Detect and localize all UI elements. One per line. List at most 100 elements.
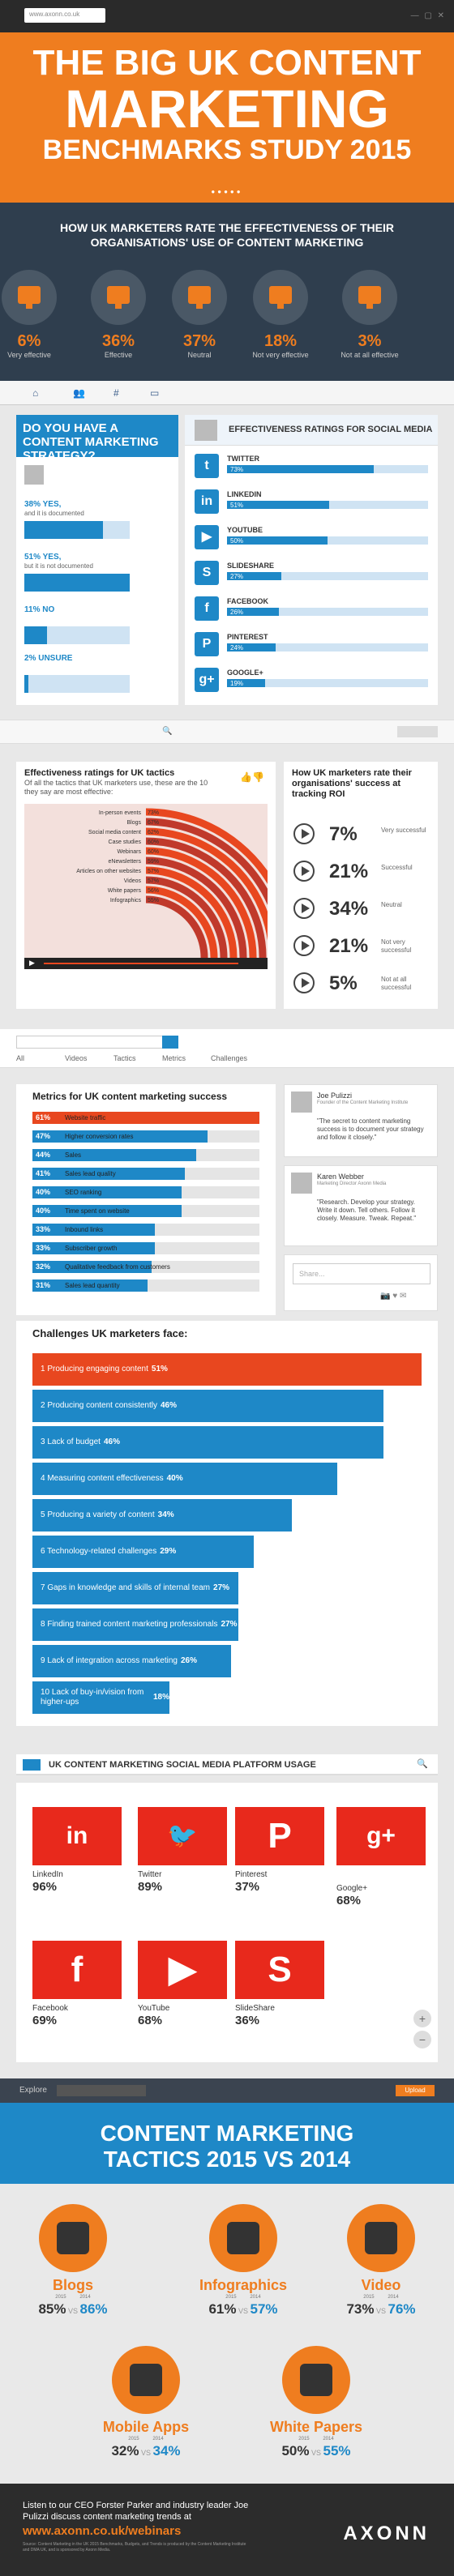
metric-bar xyxy=(32,1149,196,1161)
googleplus-icon: g+ xyxy=(195,668,219,692)
people-icon[interactable]: 👥 xyxy=(73,387,85,399)
strategy-heading: DO YOU HAVE A CONTENT MARKETING STRATEGY… xyxy=(16,415,178,463)
social-header: EFFECTIVENESS RATINGS FOR SOCIAL MEDIA xyxy=(185,415,438,446)
platforms-icon xyxy=(23,1759,41,1771)
effectiveness-label: Not at all effective xyxy=(340,351,399,359)
metric-row: 40% SEO ranking xyxy=(32,1186,259,1198)
roi-row[interactable]: 21% Not very successful xyxy=(290,930,431,961)
platform-pct: 36% xyxy=(235,2014,260,2027)
roi-row[interactable]: 5% Not at all successful xyxy=(290,968,431,998)
play-icon[interactable] xyxy=(293,935,315,956)
screen-shape xyxy=(358,286,381,309)
effectiveness-pct: 18% xyxy=(263,332,298,350)
url-bar[interactable]: www.axonn.co.uk xyxy=(24,8,105,23)
effectiveness-pct: 6% xyxy=(17,332,41,350)
search-icon[interactable]: 🔍 xyxy=(162,727,173,736)
nav-item[interactable]: All xyxy=(16,1054,25,1062)
googleplus-icon[interactable]: g+ xyxy=(336,1807,426,1865)
twitter-icon[interactable]: 🐦 xyxy=(138,1807,227,1865)
challenge-label: 8 Finding trained content marketing prof… xyxy=(41,1620,218,1629)
zoom-in-button[interactable]: + xyxy=(413,2010,431,2027)
social-pct: 50% xyxy=(230,537,244,545)
quote-role: Founder of the Content Marketing Institu… xyxy=(317,1100,409,1105)
screen-shape xyxy=(18,286,41,309)
challenge-pct: 51% xyxy=(151,1365,168,1373)
metric-row: 44% Sales xyxy=(32,1149,259,1161)
nav-item[interactable]: Tactics xyxy=(114,1054,136,1062)
upload-button[interactable]: Upload xyxy=(396,2085,435,2096)
social-pct: 27% xyxy=(230,573,244,580)
metric-label: Inbound links xyxy=(65,1226,104,1233)
roi-row[interactable]: 21% Successful xyxy=(290,856,431,886)
home-icon[interactable]: ⌂ xyxy=(32,387,39,399)
icon-shape xyxy=(57,2222,89,2254)
slideshare-icon[interactable]: S xyxy=(235,1941,324,1999)
metrics-title: Metrics for UK content marketing success xyxy=(32,1091,228,1102)
zoom-out-button[interactable]: − xyxy=(413,2031,431,2048)
value-2015: 50% xyxy=(281,2443,310,2459)
tab-bar: ⌂ 👥 # ▭ xyxy=(0,381,454,405)
share-input[interactable]: Share... xyxy=(293,1263,430,1284)
roi-label: Successful xyxy=(381,864,413,871)
linkedin-icon[interactable]: in xyxy=(32,1807,122,1865)
tactic-name: Blogs xyxy=(52,2277,93,2293)
monitor-icon xyxy=(2,270,57,325)
vs-label: VS xyxy=(309,2449,323,2457)
pinterest-icon[interactable]: P xyxy=(235,1807,324,1865)
play-icon[interactable] xyxy=(293,898,315,919)
screen-shape xyxy=(188,286,211,309)
nav-item[interactable]: Metrics xyxy=(162,1054,186,1062)
tactic-values: 61% VS 57% xyxy=(186,2301,300,2318)
message-icon[interactable]: ▭ xyxy=(150,387,160,399)
nav-item[interactable]: Videos xyxy=(65,1054,88,1062)
play-icon[interactable] xyxy=(293,823,315,844)
play-icon[interactable] xyxy=(293,972,315,993)
play-icon[interactable] xyxy=(293,861,315,882)
value-2015: 32% xyxy=(111,2443,139,2459)
window-controls[interactable]: — ▢ ✕ xyxy=(410,11,446,20)
search-input[interactable] xyxy=(16,1036,178,1049)
linkedin-icon: in xyxy=(195,489,219,514)
radial-label: Articles on other websites xyxy=(76,869,141,874)
social-pct: 24% xyxy=(230,644,244,651)
icon-shape xyxy=(300,2364,332,2396)
roi-row[interactable]: 7% Very successful xyxy=(290,818,431,849)
thumbs-icon[interactable]: 👍👎 xyxy=(240,771,264,783)
share-icons[interactable]: 📷 ♥ ✉ xyxy=(380,1292,407,1301)
icon-shape xyxy=(365,2222,397,2254)
challenge-row: 6 Technology-related challenges 29% xyxy=(32,1536,254,1568)
video-controls[interactable]: ▶ xyxy=(24,958,268,969)
metric-pct: 40% xyxy=(36,1188,51,1196)
metric-label: Sales xyxy=(65,1151,82,1159)
tactic-values: 85% VS 86% xyxy=(16,2301,130,2318)
footer-link[interactable]: www.axonn.co.uk/webinars xyxy=(23,2524,182,2538)
search-icon[interactable]: 🔍 xyxy=(417,1759,428,1769)
video-screen[interactable]: In-person events 73% Blogs 67% Social media … xyxy=(24,804,296,1096)
strategy-value: 51% YES, xyxy=(24,553,62,562)
screen-shape xyxy=(107,286,130,309)
icon-shape xyxy=(130,2364,162,2396)
explore-input[interactable] xyxy=(57,2085,146,2096)
tactic-years: 2015 2014 xyxy=(259,2437,373,2441)
metric-row: 47% Higher conversion rates xyxy=(32,1130,259,1143)
avatar xyxy=(291,1173,312,1194)
radial-label: Infographics xyxy=(110,898,142,904)
pager-dots[interactable]: ●●●●● xyxy=(211,188,243,195)
hashtag-icon[interactable]: # xyxy=(114,387,119,399)
progress-bar[interactable] xyxy=(44,963,238,964)
facebook-icon[interactable]: f xyxy=(32,1941,122,1999)
social-pct: 19% xyxy=(230,680,244,687)
youtube-icon[interactable]: ▶ xyxy=(138,1941,227,1999)
challenge-row: 7 Gaps in knowledge and skills of intern… xyxy=(32,1572,238,1604)
search-button[interactable] xyxy=(162,1036,178,1049)
toolbar-button[interactable] xyxy=(397,726,438,737)
metric-bar xyxy=(32,1279,148,1292)
nav-item[interactable]: Challenges xyxy=(211,1054,248,1062)
metric-row: 41% Sales lead quality xyxy=(32,1168,259,1180)
metric-row: 33% Inbound links xyxy=(32,1224,259,1236)
social-bar xyxy=(227,679,265,687)
roi-row[interactable]: 34% Neutral xyxy=(290,893,431,924)
explore-label: Explore xyxy=(19,2086,47,2095)
challenge-pct: 18% xyxy=(152,1693,169,1702)
play-icon[interactable]: ▶ xyxy=(29,959,35,967)
